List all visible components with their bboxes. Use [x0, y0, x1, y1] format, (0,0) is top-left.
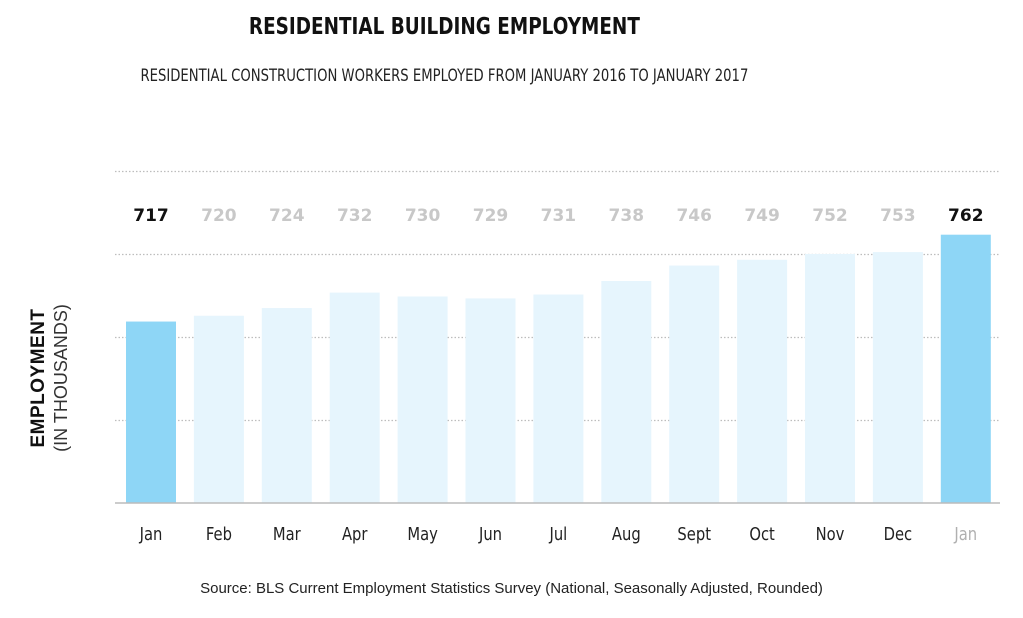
value-label: 738 — [609, 206, 645, 226]
bar-feb-1 — [193, 315, 244, 503]
value-label: 731 — [541, 206, 577, 226]
bar-apr-3 — [329, 292, 380, 503]
bar-jun-5 — [465, 298, 516, 503]
value-label: 749 — [744, 206, 780, 226]
chart-subtitle: RESIDENTIAL CONSTRUCTION WORKERS EMPLOYE… — [140, 66, 749, 85]
x-tick-label: Feb — [206, 524, 232, 545]
value-label: 746 — [676, 206, 712, 226]
value-label: 717 — [133, 206, 169, 226]
bar-may-4 — [397, 296, 448, 503]
bar-jan-12 — [940, 234, 991, 503]
value-label: 753 — [880, 206, 916, 226]
x-tick-label: Dec — [884, 524, 913, 545]
value-label: 762 — [948, 206, 984, 226]
x-tick-label: Aug — [612, 524, 641, 545]
x-tick-label: Jan — [139, 524, 163, 545]
x-tick-label: Apr — [342, 524, 368, 545]
value-label: 732 — [337, 206, 373, 226]
bars — [126, 234, 991, 503]
bar-nov-10 — [805, 254, 855, 503]
bar-oct-9 — [737, 259, 788, 503]
value-label: 724 — [269, 206, 305, 226]
value-labels: 717 720 724 732 730 729 731 738 746 749 752 753 762 — [133, 206, 983, 226]
bar-jan-0 — [126, 321, 176, 503]
x-tick-label: May — [407, 524, 438, 545]
source-note: Source: BLS Current Employment Statistic… — [200, 580, 823, 597]
x-tick-label: Sept — [677, 524, 711, 545]
x-tick-label: Jul — [549, 524, 568, 545]
bar-dec-11 — [872, 252, 923, 503]
x-tick-label: Mar — [273, 524, 301, 545]
x-tick-label: Jun — [478, 524, 502, 545]
x-tick-label: Jan — [954, 524, 978, 545]
bar-mar-2 — [261, 308, 312, 503]
bar-sept-8 — [669, 265, 720, 503]
value-label: 720 — [201, 206, 237, 226]
value-label: 730 — [405, 206, 441, 226]
bar-jul-6 — [533, 294, 584, 503]
chart-title: RESIDENTIAL BUILDING EMPLOYMENT — [248, 14, 640, 40]
value-label: 752 — [812, 206, 848, 226]
value-label: 729 — [473, 206, 509, 226]
x-tick-label: Oct — [749, 524, 775, 545]
x-tick-label: Nov — [816, 524, 845, 545]
x-tick-labels: Jan Feb Mar Apr May Jun Jul Aug Sept Oct Nov Dec Jan — [139, 524, 977, 545]
bar-aug-7 — [601, 281, 652, 503]
